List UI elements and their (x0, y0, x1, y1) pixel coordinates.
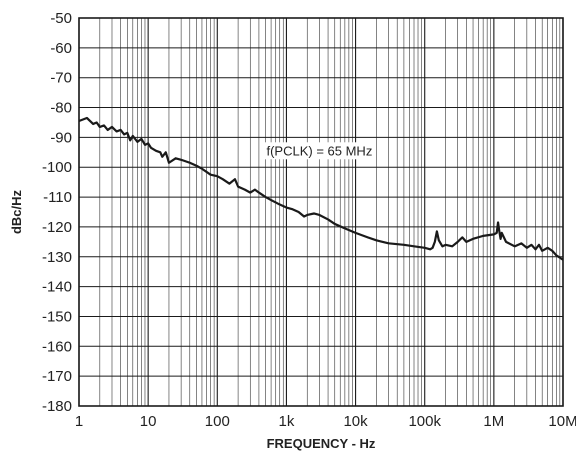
x-tick-label: 10k (343, 413, 368, 430)
y-tick-label: -100 (42, 159, 72, 176)
x-tick-label: 100 (205, 413, 230, 430)
x-tick-label: 1 (75, 413, 83, 430)
minor-grid (100, 18, 560, 406)
y-tick-label: -70 (50, 70, 72, 87)
y-tick-label: -170 (42, 368, 72, 385)
x-axis-title: FREQUENCY - Hz (267, 436, 376, 451)
y-tick-labels: -50 -60 -70 -80 -90 -100 -110 -120 -130 -140 -150 -… (42, 10, 72, 415)
x-tick-label: 1k (279, 413, 295, 430)
y-tick-label: -180 (42, 398, 72, 415)
x-tick-label: 100k (408, 413, 441, 430)
y-tick-label: -120 (42, 219, 72, 236)
y-tick-label: -60 (50, 40, 72, 57)
annotation-pclk: f(PCLK) = 65 MHz (266, 143, 372, 158)
y-tick-label: -50 (50, 10, 72, 27)
y-tick-label: -140 (42, 279, 72, 296)
y-tick-label: -150 (42, 308, 72, 325)
x-tick-label: 10 (140, 413, 157, 430)
y-tick-label: -130 (42, 249, 72, 266)
y-tick-label: -160 (42, 338, 72, 355)
x-tick-label: 1M (483, 413, 504, 430)
y-tick-label: -80 (50, 100, 72, 117)
y-axis-title: dBc/Hz (9, 189, 24, 234)
y-tick-label: -110 (43, 189, 72, 206)
y-tick-label: -90 (50, 129, 72, 146)
x-tick-labels: 1 10 100 1k 10k 100k 1M 10M (75, 413, 576, 430)
x-tick-label: 10M (548, 413, 576, 430)
